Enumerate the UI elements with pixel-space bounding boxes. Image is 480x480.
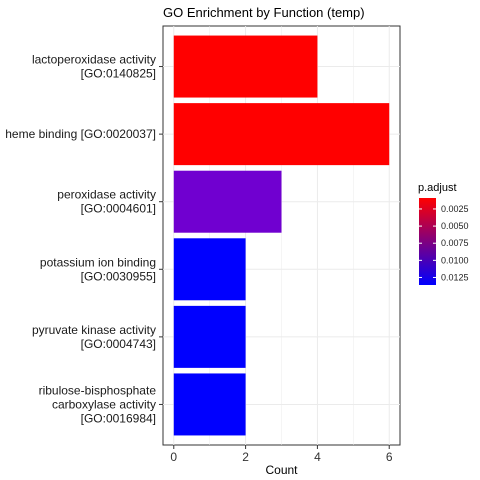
- category-label: [GO:0004743]: [81, 337, 156, 351]
- bar: [173, 170, 282, 233]
- legend-tick-label: 0.0050: [441, 221, 469, 231]
- x-axis: 0 2 4 6: [170, 445, 393, 464]
- bars-group: [173, 35, 390, 436]
- bar: [173, 305, 246, 368]
- bar: [173, 103, 390, 166]
- legend-tick-label: 0.0125: [441, 272, 469, 282]
- category-label: ribulose-bisphosphate: [39, 383, 157, 397]
- category-label: peroxidase activity: [57, 188, 156, 202]
- category-label: lactoperoxidase activity: [32, 53, 156, 67]
- bar: [173, 373, 246, 436]
- legend-title: p.adjust: [418, 182, 457, 194]
- legend-tick-label: 0.0100: [441, 255, 469, 265]
- bar: [173, 238, 246, 301]
- x-tick-label: 4: [314, 450, 321, 464]
- category-label: potassium ion binding: [40, 255, 156, 269]
- legend: p.adjust 0.0025 0.0050 0.0075 0.0100 0.0125: [418, 182, 469, 285]
- category-label: [GO:0030955]: [81, 269, 156, 283]
- category-label: [GO:0016984]: [81, 411, 156, 425]
- x-axis-title: Count: [265, 463, 298, 477]
- x-tick-label: 0: [170, 450, 177, 464]
- category-labels: lactoperoxidase activity[GO:0140825] heme…: [5, 53, 163, 425]
- x-tick-label: 6: [386, 450, 393, 464]
- legend-tick-label: 0.0025: [441, 204, 469, 214]
- x-tick-label: 2: [242, 450, 249, 464]
- category-label: heme binding [GO:0020037]: [5, 127, 156, 141]
- bar: [173, 35, 318, 98]
- legend-tick-label: 0.0075: [441, 238, 469, 248]
- legend-ticks: 0.0025 0.0050 0.0075 0.0100 0.0125: [419, 204, 469, 282]
- category-label: carboxylase activity: [52, 397, 156, 411]
- category-label: [GO:0140825]: [81, 67, 156, 81]
- legend-colorbar: [419, 198, 436, 285]
- category-label: pyruvate kinase activity: [32, 323, 156, 337]
- category-label: [GO:0004601]: [81, 202, 156, 216]
- chart-title: GO Enrichment by Function (temp): [163, 5, 365, 20]
